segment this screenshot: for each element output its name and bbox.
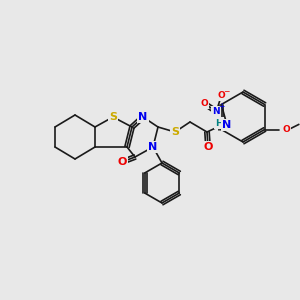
Text: O: O — [200, 99, 208, 108]
Text: N: N — [222, 120, 232, 130]
Text: −: − — [223, 87, 230, 96]
Text: O: O — [218, 91, 225, 100]
Text: O: O — [203, 142, 213, 152]
Text: O: O — [283, 125, 290, 134]
Text: H: H — [215, 118, 223, 127]
Text: N: N — [138, 112, 148, 122]
Text: +: + — [218, 102, 224, 111]
Text: N: N — [212, 107, 220, 116]
Text: N: N — [148, 142, 158, 152]
Text: S: S — [171, 127, 179, 137]
Text: O: O — [117, 157, 127, 167]
Text: S: S — [109, 112, 117, 122]
